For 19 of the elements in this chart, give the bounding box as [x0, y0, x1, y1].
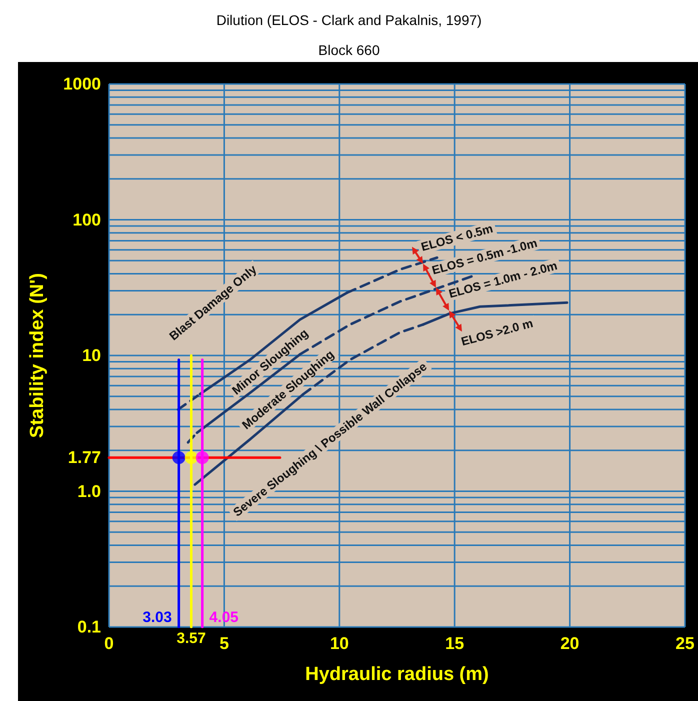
chart-subtitle: Block 660 — [318, 42, 380, 58]
y-tick-label: 1.0 — [77, 482, 101, 501]
y-tick-label: 0.1 — [77, 618, 101, 636]
y-tick-label: 1000 — [63, 74, 101, 94]
x-tick-label: 10 — [330, 634, 349, 653]
y-tick-label: 100 — [72, 210, 101, 230]
y-tick-label: 1.77 — [68, 448, 101, 468]
y-axis-title: Stability index (N') — [27, 273, 48, 438]
annotation: 3.03 — [142, 609, 172, 626]
x-tick-label: 0 — [104, 634, 114, 653]
x-tick-label: 20 — [560, 634, 580, 653]
x-tick-label: 5 — [219, 634, 229, 653]
annotation: 3.57 — [176, 630, 206, 647]
x-axis-title: Hydraulic radius (m) — [305, 664, 489, 685]
x-tick-label: 25 — [676, 634, 694, 653]
chart-title: Dilution (ELOS - Clark and Pakalnis, 1997) — [216, 12, 482, 28]
y-tick-label: 10 — [82, 346, 101, 365]
x-tick-label: 15 — [445, 634, 464, 653]
annotation: ELOS >2.0 m — [460, 316, 534, 349]
